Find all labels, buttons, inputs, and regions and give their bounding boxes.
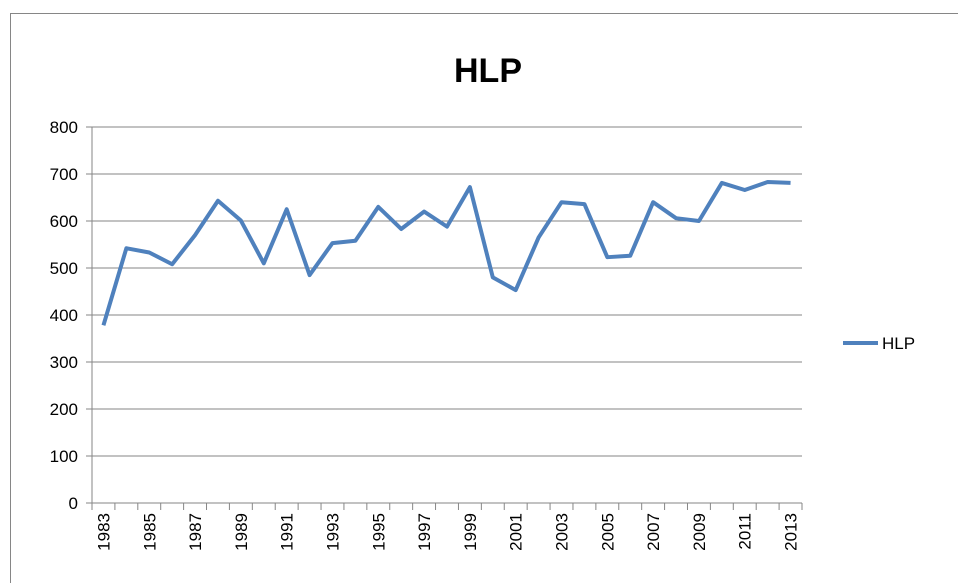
x-tick-label: 1993 — [323, 513, 342, 551]
x-tick-label: 2005 — [598, 513, 617, 551]
y-tick-label: 600 — [50, 212, 78, 231]
x-tick-label: 1991 — [278, 513, 297, 551]
x-tick-label: 2001 — [507, 513, 526, 551]
x-tick-label: 1983 — [94, 513, 113, 551]
x-tick-label: 2013 — [782, 513, 801, 551]
x-tick-label: 1989 — [232, 513, 251, 551]
x-tick-label: 1987 — [186, 513, 205, 551]
x-tick-label: 1999 — [461, 513, 480, 551]
y-tick-label: 800 — [50, 118, 78, 137]
x-tick-label: 1997 — [415, 513, 434, 551]
y-tick-label: 200 — [50, 400, 78, 419]
y-tick-label: 700 — [50, 165, 78, 184]
x-tick-label: 1985 — [140, 513, 159, 551]
chart-border — [10, 13, 958, 583]
y-tick-label: 500 — [50, 259, 78, 278]
y-tick-label: 300 — [50, 353, 78, 372]
y-tick-label: 0 — [69, 494, 78, 513]
x-tick-label: 2011 — [736, 513, 755, 550]
y-tick-label: 400 — [50, 306, 78, 325]
y-tick-label: 100 — [50, 447, 78, 466]
x-tick-label: 2009 — [690, 513, 709, 551]
chart-title: HLP — [454, 52, 522, 90]
x-tick-label: 2007 — [644, 513, 663, 551]
legend-label: HLP — [882, 334, 915, 353]
line-series — [101, 179, 791, 326]
x-tick-label: 2003 — [553, 513, 572, 551]
x-tick-label: 1995 — [369, 513, 388, 551]
